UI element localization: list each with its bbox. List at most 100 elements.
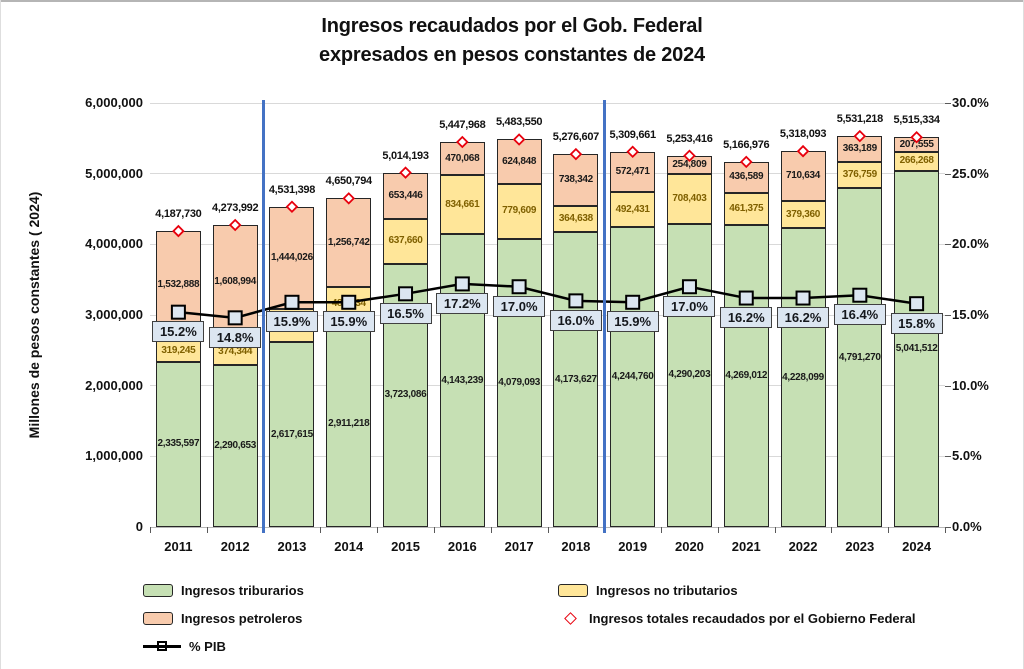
bar-segment-ingresos-triburarios <box>269 342 315 527</box>
bar-segment-value-label: 1,608,994 <box>214 275 257 287</box>
petroleros-swatch-icon <box>143 611 173 625</box>
pib-percentage-label: 17.0% <box>663 295 716 317</box>
legend-label-tributarios: Ingresos triburarios <box>181 582 304 598</box>
legend-left-column: Ingresos triburarios Ingresos petroleros… <box>143 576 304 660</box>
bar-segment-value-label: 1,444,026 <box>271 251 313 263</box>
bar-segment-value-label: 1,256,742 <box>327 236 370 248</box>
y-axis-right-tick-label: 30.0% <box>952 95 989 110</box>
x-axis-tick-mark <box>717 527 719 533</box>
bar-segment-value-label: 319,245 <box>161 344 196 356</box>
legend-item-ingresos-tributarios: Ingresos triburarios <box>143 576 304 604</box>
bar-segment-value-label: 4,079,093 <box>498 376 540 388</box>
x-axis-tick-mark <box>377 527 379 533</box>
gridline <box>150 455 945 457</box>
bar-segment-value-label: 710,634 <box>786 170 821 182</box>
x-axis-year-label: 2022 <box>788 539 818 554</box>
x-axis-year-label: 2011 <box>164 539 193 554</box>
bar-segment-ingresos-triburarios <box>894 170 940 527</box>
y-axis-right-tick-label: 5.0% <box>952 448 982 464</box>
y-axis-right-tick-mark <box>945 173 951 175</box>
bar-segment-value-label: 4,228,099 <box>782 371 824 383</box>
pib-percentage-label: 15.9% <box>265 311 318 333</box>
total-value-label: 5,276,607 <box>552 131 600 144</box>
x-axis-year-label: 2012 <box>220 539 250 554</box>
x-axis-year-label: 2015 <box>391 539 420 554</box>
bar-segment-value-label: 266,268 <box>899 155 934 167</box>
y-axis-right-tick-mark <box>945 456 951 458</box>
pib-percentage-label: 17.2% <box>436 292 489 314</box>
bar-segment-value-label: 2,911,218 <box>328 418 370 430</box>
bar-segment-value-label: 708,403 <box>672 192 707 204</box>
y-axis-left-tick-label: 4,000,000 <box>85 236 143 252</box>
bar-segment-ingresos-triburarios <box>326 321 372 527</box>
total-value-label: 5,014,193 <box>382 149 429 162</box>
x-axis-tick-mark <box>831 527 833 533</box>
bar-segment-value-label: 4,244,760 <box>611 371 654 383</box>
bar-segment-value-label: 4,290,203 <box>668 369 711 381</box>
x-axis-year-label: 2018 <box>561 539 591 554</box>
bar-segment-value-label: 363,189 <box>842 142 877 154</box>
pib-percentage-label: 16.5% <box>379 302 432 324</box>
bar-segment-ingresos-triburarios <box>212 365 258 527</box>
y-axis-right-tick-mark <box>945 315 951 316</box>
total-value-label: 5,166,976 <box>723 138 770 151</box>
legend-label-no-tributarios: Ingresos no tributarios <box>596 582 738 598</box>
bar-segment-ingresos-no-tributarios <box>610 192 656 228</box>
legend-label-petroleros: Ingresos petroleros <box>181 610 303 626</box>
bar-segment-ingresos-triburarios <box>155 361 201 527</box>
x-axis-year-label: 2023 <box>845 539 875 554</box>
pib-percentage-label: 15.9% <box>606 311 659 333</box>
pib-percentage-label: 15.2% <box>152 321 205 343</box>
bar-segment-value-label: 5,041,512 <box>895 342 938 354</box>
window-left-edge <box>0 0 1 669</box>
bar-segment-value-label: 3,723,086 <box>384 389 427 401</box>
y-axis-right-tick-mark <box>945 244 951 246</box>
bar-segment-value-label: 4,173,627 <box>554 373 597 385</box>
total-value-label: 5,447,968 <box>439 119 486 131</box>
bar-segment-ingresos-triburarios <box>837 188 883 527</box>
legend-item-ingresos-totales: Ingresos totales recaudados por el Gobie… <box>558 604 916 632</box>
y-axis-left-tick-label: 6,000,000 <box>85 95 143 110</box>
total-value-label: 5,483,550 <box>495 116 543 129</box>
pib-line-swatch-icon <box>143 641 181 651</box>
gridline <box>150 173 945 175</box>
bar-segment-ingresos-triburarios <box>666 223 712 527</box>
bar-segment-value-label: 376,759 <box>842 169 877 181</box>
y-axis-right-tick-label: 25.0% <box>952 165 989 181</box>
chart-title: Ingresos recaudados por el Gob. Federal … <box>0 12 1024 70</box>
x-axis-tick-mark <box>206 527 208 533</box>
bar-segment-ingresos-no-tributarios <box>723 192 769 226</box>
total-value-label: 5,318,093 <box>779 128 827 141</box>
bar-segment-value-label: 2,617,615 <box>271 428 313 440</box>
total-value-label: 5,531,218 <box>836 113 884 126</box>
pib-percentage-label: 15.9% <box>322 311 375 333</box>
pib-percentage-label: 16.4% <box>833 304 886 326</box>
x-axis-tick-mark <box>945 527 946 533</box>
bar-segment-value-label: 374,344 <box>218 345 253 357</box>
bar-segment-value-label: 470,068 <box>445 152 480 164</box>
chart-title-line1: Ingresos recaudados por el Gob. Federal <box>321 15 703 37</box>
bar-segment-ingresos-triburarios <box>723 225 769 527</box>
bar-segment-ingresos-petroleros <box>326 198 372 288</box>
bar-segment-value-label: 254,809 <box>672 158 707 170</box>
bar-segment-value-label: 207,555 <box>899 138 934 150</box>
bar-segment-value-label: 364,638 <box>558 213 593 225</box>
chart-title-line2: expresados en pesos constantes de 2024 <box>319 44 705 66</box>
bar-segment-value-label: 4,791,270 <box>838 351 881 363</box>
x-axis-tick-mark <box>661 527 663 533</box>
no-tributarios-swatch-icon <box>558 583 588 597</box>
total-value-label: 5,309,661 <box>609 128 657 141</box>
bar-segment-value-label: 637,660 <box>388 235 423 247</box>
legend-right-column: Ingresos no tributarios Ingresos totales… <box>558 576 916 632</box>
x-axis-year-label: 2013 <box>277 539 307 554</box>
legend-item-ingresos-petroleros: Ingresos petroleros <box>143 604 304 632</box>
x-axis-year-label: 2024 <box>902 539 932 554</box>
sexenio-separator-line <box>262 100 266 533</box>
y-axis-left-tick-label: 3,000,000 <box>85 307 143 322</box>
x-axis-year-label: 2016 <box>447 539 477 554</box>
bar-segment-value-label: 4,143,239 <box>441 374 484 386</box>
bar-segment-ingresos-no-tributarios <box>496 183 542 239</box>
bar-segment-ingresos-no-tributarios <box>666 173 712 224</box>
bar-segment-value-label: 1,532,888 <box>157 279 200 291</box>
y-axis-right-tick-label: 0.0% <box>952 519 982 534</box>
